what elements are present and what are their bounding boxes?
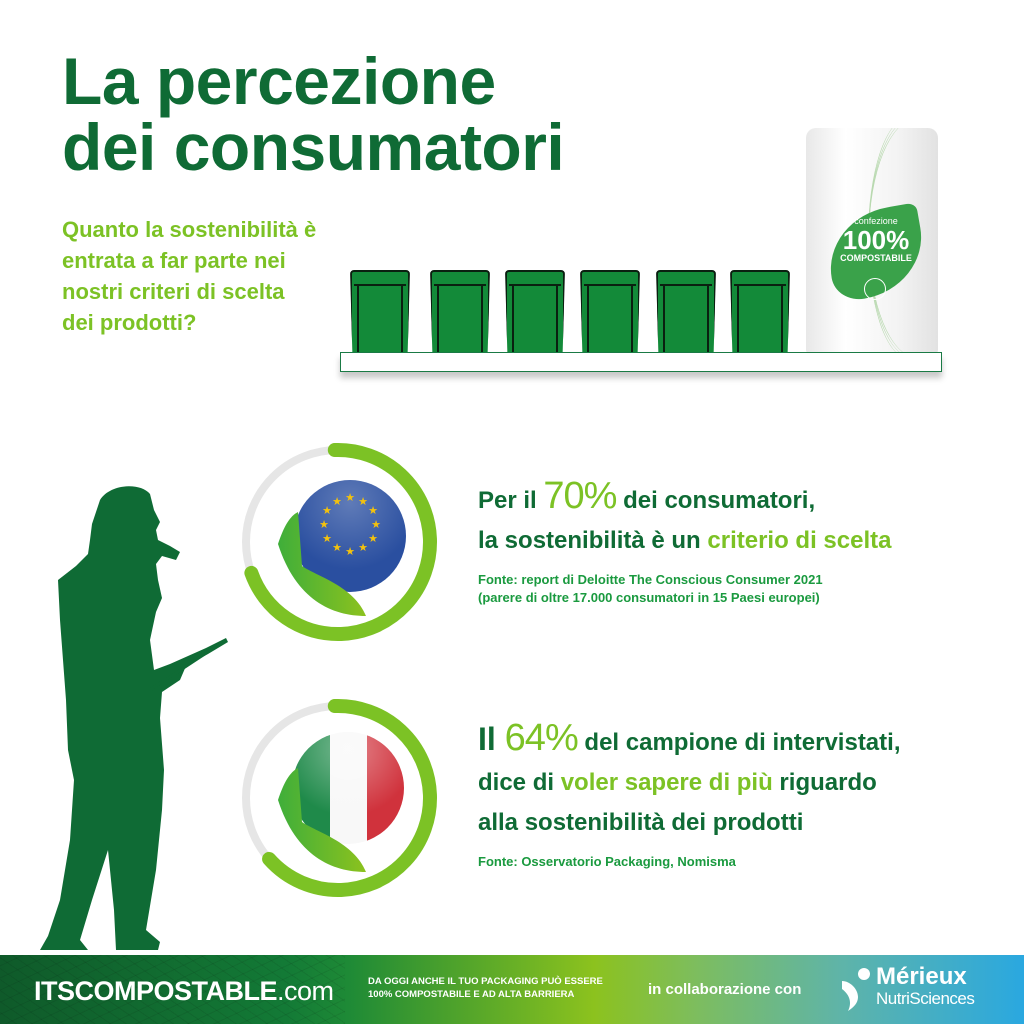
tagline-line: DA OGGI ANCHE IL TUO PACKAGING PUÒ ESSER… [368,976,603,987]
svg-text:★: ★ [368,532,378,545]
progress-ring-eu: ★ ★ ★ ★ ★ ★ ★ ★ ★ ★ ★ ★ [236,440,440,644]
brand-suffix: .com [277,976,334,1006]
green-bin-icon [580,270,640,354]
stat-highlight: voler sapere di più [560,769,773,796]
brand-name: ITSCOMPOSTABLE [34,976,278,1006]
stat-eu-line-1: Per il 70% dei consumatori, [478,476,891,521]
page-title: La percezione dei consumatori [62,44,565,184]
stat-text: dei consumatori, [616,487,816,514]
stat-text: Per il [478,487,544,514]
svg-text:★: ★ [332,541,342,554]
svg-text:★: ★ [345,545,355,558]
stat-text: riguardo [772,769,877,796]
svg-text:★: ★ [332,495,342,508]
partner-logo[interactable]: Mérieux NutriSciences [840,965,1010,1015]
green-bin-icon [656,270,716,354]
shelf-illustration: confezione 100% COMPOSTABILE [336,124,976,384]
merieux-logo-icon [842,968,870,1011]
brand-link[interactable]: ITSCOMPOSTABLE.com [34,976,334,1007]
green-bin-icon [505,270,565,354]
stat-eu-line-2: la sostenibilità è un criterio di scelta [478,521,891,561]
stat-italy: Il 64% del campione di intervistati, dic… [478,718,900,871]
stat-italy-line-1: Il 64% del campione di intervistati, [478,718,900,763]
stat-text: del campione di intervistati, [577,729,901,756]
svg-text:★: ★ [345,491,355,504]
stat-text: Il [478,721,505,757]
stat-eu: Per il 70% dei consumatori, la sostenibi… [478,476,891,607]
leaf-texture [0,955,345,1024]
svg-text:★: ★ [319,518,329,531]
svg-text:★: ★ [358,495,368,508]
stat-text: la sostenibilità è un [478,527,708,554]
shelf [340,352,942,372]
pouch-label-mid: COMPOSTABILE [840,253,912,263]
compostable-pouch: confezione 100% COMPOSTABILE [806,128,938,354]
collaboration-label: in collaborazione con [648,981,802,998]
partner-sub: NutriSciences [876,989,975,1008]
partner-name: Mérieux [876,963,967,990]
tagline-line: 100% COMPOSTABILE E AD ALTA BARRIERA [368,989,575,1000]
source-line: (parere di oltre 17.000 consumatori in 1… [478,590,820,605]
title-line-1: La percezione [62,44,496,118]
svg-text:★: ★ [371,518,381,531]
green-bin-icon [350,270,410,354]
stat-italy-source: Fonte: Osservatorio Packaging, Nomisma [478,854,736,869]
title-line-2: dei consumatori [62,110,565,184]
stat-eu-source: Fonte: report di Deloitte The Conscious … [478,571,891,607]
pouch-label-big: 100% [842,225,910,255]
man-silhouette-icon [40,486,228,950]
stat-highlight: criterio di scelta [707,527,892,554]
stat-percent: 64% [504,717,579,759]
stat-italy-line-3: alla sostenibilità dei prodotti [478,809,804,836]
pouch-label: confezione 100% COMPOSTABILE [828,216,924,264]
pouch-label-small: confezione [854,216,898,226]
stat-percent: 70% [543,475,617,517]
stat-italy-line-2: dice di voler sapere di più riguardo [478,763,900,803]
svg-text:★: ★ [368,504,378,517]
question-text: Quanto la sostenibilità è entrata a far … [62,217,317,335]
stat-text: dice di [478,769,561,796]
svg-text:★: ★ [358,541,368,554]
footer-banner: ITSCOMPOSTABLE.com DA OGGI ANCHE IL TUO … [0,955,1024,1024]
green-bin-icon [430,270,490,354]
green-bin-icon [730,270,790,354]
svg-text:★: ★ [322,532,332,545]
compostable-badge-icon [864,278,886,300]
footer-tagline: DA OGGI ANCHE IL TUO PACKAGING PUÒ ESSER… [368,975,603,1001]
svg-text:★: ★ [322,504,332,517]
source-line: Fonte: report di Deloitte The Conscious … [478,572,823,587]
progress-ring-italy [236,696,440,900]
